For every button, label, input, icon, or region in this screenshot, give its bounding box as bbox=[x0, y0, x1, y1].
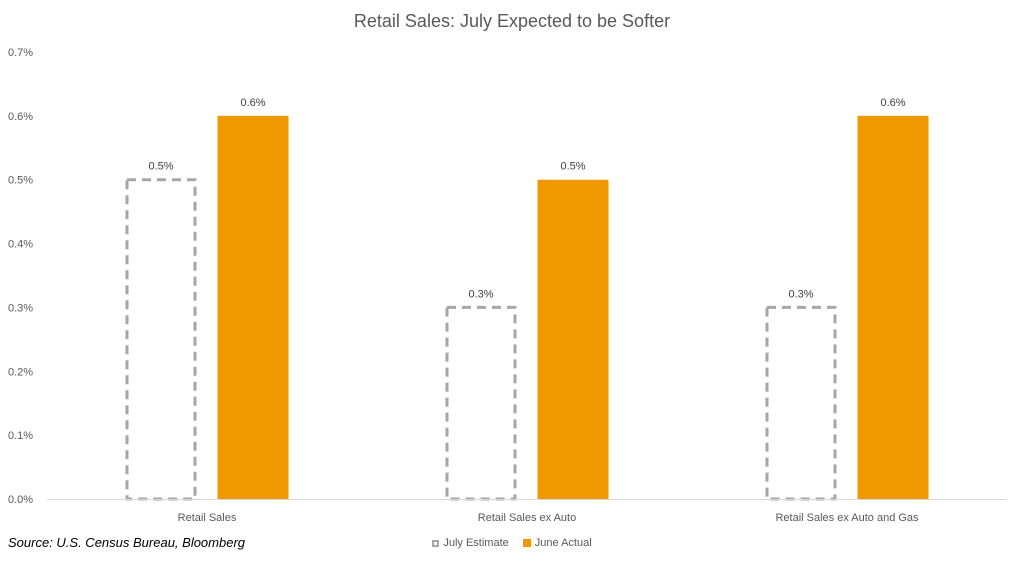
bar-july-estimate bbox=[125, 178, 197, 501]
x-tick-label: Retail Sales ex Auto and Gas bbox=[775, 512, 919, 524]
legend-item-july-estimate: July Estimate bbox=[432, 537, 509, 549]
bar-june-actual bbox=[537, 179, 609, 499]
data-label: 0.5% bbox=[560, 161, 585, 173]
y-axis: 0.0% 0.1% 0.2% 0.3% 0.4% 0.5% 0.6% 0.7% bbox=[8, 47, 33, 506]
bar-june-actual bbox=[857, 115, 929, 499]
data-label: 0.5% bbox=[148, 161, 173, 173]
bar-july-estimate bbox=[765, 305, 837, 501]
data-label: 0.3% bbox=[468, 288, 493, 300]
y-tick-label: 0.7% bbox=[8, 47, 33, 59]
legend: July Estimate June Actual bbox=[0, 537, 1024, 549]
data-label: 0.3% bbox=[788, 288, 813, 300]
chart-title: Retail Sales: July Expected to be Softer bbox=[353, 11, 671, 31]
y-tick-label: 0.1% bbox=[8, 430, 33, 442]
legend-swatch-july-estimate bbox=[432, 539, 440, 547]
y-tick-label: 0.6% bbox=[8, 111, 33, 123]
y-tick-label: 0.0% bbox=[8, 494, 33, 506]
data-label: 0.6% bbox=[880, 97, 905, 109]
bars: 0.5% 0.6% 0.3% 0.5% 0.3% 0.6% bbox=[125, 97, 929, 501]
legend-item-june-actual: June Actual bbox=[522, 537, 592, 549]
x-axis: Retail Sales Retail Sales ex Auto Retail S… bbox=[47, 499, 1007, 524]
y-tick-label: 0.2% bbox=[8, 366, 33, 378]
x-tick-label: Retail Sales bbox=[178, 512, 237, 524]
bar-june-actual bbox=[217, 115, 289, 499]
y-tick-label: 0.3% bbox=[8, 302, 33, 314]
bar-july-estimate bbox=[445, 305, 517, 501]
x-tick-label: Retail Sales ex Auto bbox=[478, 512, 576, 524]
legend-label-june-actual: June Actual bbox=[534, 537, 592, 549]
y-tick-label: 0.4% bbox=[8, 239, 33, 251]
data-label: 0.6% bbox=[240, 97, 265, 109]
legend-swatch-june-actual bbox=[522, 539, 531, 547]
y-tick-label: 0.5% bbox=[8, 175, 33, 187]
source-note: Source: U.S. Census Bureau, Bloomberg bbox=[8, 535, 246, 550]
legend-label-july-estimate: July Estimate bbox=[443, 537, 509, 549]
